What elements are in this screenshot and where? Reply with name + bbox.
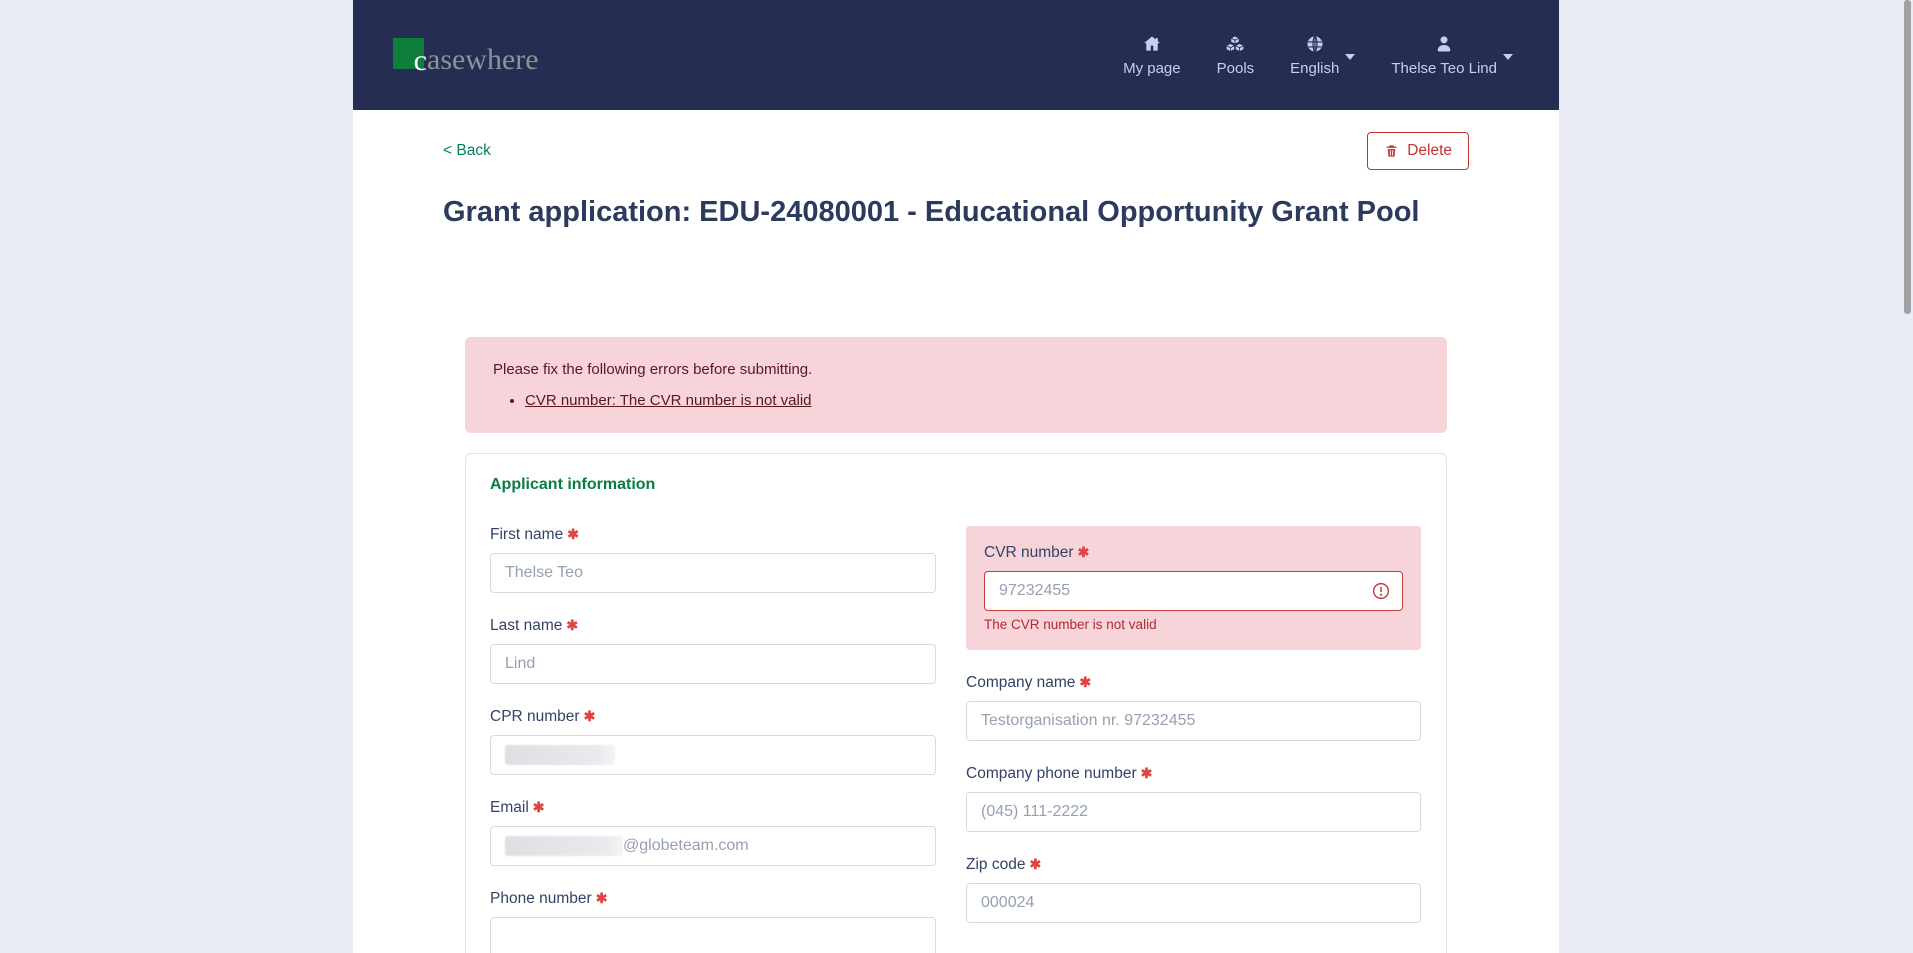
company-name-input[interactable]: [966, 701, 1421, 742]
nav-item-language[interactable]: English: [1290, 34, 1356, 77]
cvr-number-label: CVR number ✱: [984, 544, 1090, 562]
nav-item-pools[interactable]: Pools: [1216, 34, 1255, 77]
delete-button[interactable]: Delete: [1367, 132, 1469, 170]
logo-letter-c: c: [413, 43, 427, 77]
nav-label: English: [1290, 59, 1340, 77]
phone-number-label: Phone number ✱: [490, 890, 608, 908]
error-summary: Please fix the following errors before s…: [465, 337, 1447, 434]
company-phone-input[interactable]: [966, 792, 1421, 833]
toolbar: < Back Delete: [443, 132, 1469, 170]
nav-item-my-page[interactable]: My page: [1123, 34, 1181, 77]
field-email: Email ✱ @globeteam.com: [490, 799, 936, 867]
chevron-down-icon: [1503, 53, 1513, 60]
delete-button-label: Delete: [1407, 142, 1452, 159]
page-title: Grant application: EDU-24080001 - Educat…: [443, 196, 1420, 228]
cpr-number-input[interactable]: [490, 735, 936, 776]
field-zip-code: Zip code ✱: [966, 856, 1421, 924]
zip-code-input[interactable]: [966, 883, 1421, 924]
redacted-value: [505, 745, 615, 766]
trash-icon: [1386, 145, 1397, 157]
nav-label: Thelse Teo Lind: [1391, 59, 1497, 77]
field-phone-number: Phone number ✱: [490, 890, 936, 953]
required-mark: ✱: [595, 890, 608, 907]
email-domain-text: @globeteam.com: [623, 837, 749, 855]
nav-label: Pools: [1216, 59, 1255, 77]
required-mark: ✱: [1029, 856, 1042, 873]
required-mark: ✱: [1077, 544, 1090, 561]
redacted-value: [505, 836, 623, 857]
top-navbar: c asewhere My page Pools: [353, 0, 1559, 110]
nav-label: My page: [1123, 59, 1181, 77]
error-summary-item: CVR number: The CVR number is not valid: [525, 392, 1419, 409]
nav-menu: My page Pools English: [1123, 34, 1513, 77]
cvr-number-input[interactable]: [999, 582, 1372, 601]
company-phone-label: Company phone number ✱: [966, 765, 1153, 783]
logo-wordmark: asewhere: [427, 42, 539, 76]
home-icon: [1143, 36, 1160, 51]
casewhere-logo[interactable]: c asewhere: [393, 37, 539, 76]
last-name-input[interactable]: [490, 644, 936, 685]
first-name-input[interactable]: [490, 553, 936, 594]
form-left-column: First name✱ Last name✱ CPR number✱: [490, 526, 936, 953]
required-mark: ✱: [583, 708, 596, 725]
company-name-label: Company name ✱: [966, 674, 1092, 692]
last-name-label: Last name ✱: [490, 617, 579, 635]
cvr-error-message: The CVR number is not valid: [984, 617, 1157, 633]
nav-item-user-menu[interactable]: Thelse Teo Lind: [1391, 34, 1513, 77]
main-content: < Back Delete Grant application: EDU-240…: [353, 132, 1559, 953]
email-label: Email ✱: [490, 799, 545, 817]
error-summary-list: CVR number: The CVR number is not valid: [493, 392, 1419, 409]
section-title: Applicant information: [490, 476, 656, 494]
field-last-name: Last name ✱: [490, 617, 936, 685]
globe-icon: [1307, 35, 1323, 52]
field-company-phone: Company phone number ✱: [966, 765, 1421, 833]
field-company-name: Company name ✱: [966, 674, 1421, 742]
cubes-icon: [1225, 35, 1245, 52]
vertical-scrollbar[interactable]: [1904, 0, 1911, 314]
page-container: c asewhere My page Pools: [353, 0, 1559, 953]
first-name-label: First name ✱: [490, 526, 579, 544]
field-first-name: First name ✱: [490, 526, 936, 594]
zip-code-label: Zip code ✱: [966, 856, 1042, 874]
cvr-number-input-wrapper: [984, 571, 1403, 612]
error-summary-link[interactable]: CVR number: The CVR number is not valid: [525, 392, 812, 410]
back-link[interactable]: < Back: [443, 142, 491, 159]
cpr-number-label: CPR number ✱: [490, 708, 596, 726]
required-mark: ✱: [1079, 674, 1092, 691]
required-mark: ✱: [567, 526, 579, 543]
field-cpr-number: CPR number ✱: [490, 708, 936, 776]
email-input[interactable]: @globeteam.com: [490, 826, 936, 867]
applicant-form-card: Applicant information First name✱ Last n…: [465, 453, 1447, 953]
chevron-down-icon: [1345, 53, 1356, 60]
form-right-column: CVR number✱ The CVR number is not valid: [966, 526, 1421, 947]
logo-green-square: c: [393, 37, 427, 75]
user-icon: [1437, 35, 1451, 51]
exclamation-circle-icon: [1372, 583, 1390, 600]
required-mark: ✱: [532, 799, 545, 816]
cvr-error-panel: CVR number✱ The CVR number is not valid: [966, 526, 1421, 651]
error-summary-heading: Please fix the following errors before s…: [493, 361, 813, 379]
form-grid: First name✱ Last name✱ CPR number✱: [490, 526, 1422, 953]
required-mark: ✱: [566, 617, 579, 634]
phone-number-input[interactable]: [490, 917, 936, 953]
required-mark: ✱: [1140, 765, 1153, 782]
